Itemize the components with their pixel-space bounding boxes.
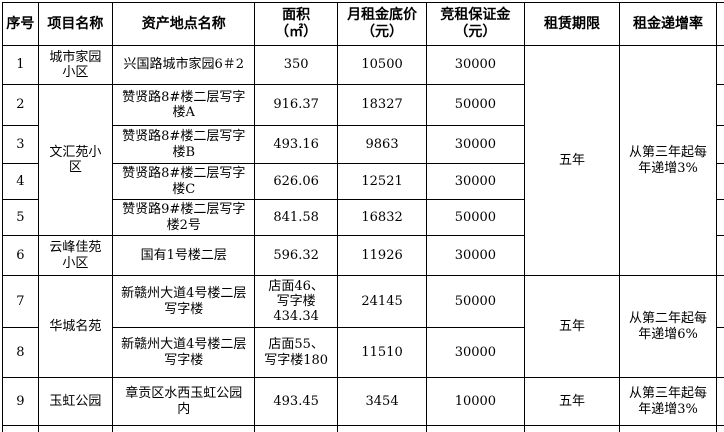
cell-index: 1 bbox=[2, 45, 39, 85]
table-header-row: 序号 项目名称 资产地点名称 面积 （㎡） 月租金底价 （元） 竞租保证金 （元… bbox=[2, 2, 724, 46]
cell-rent bbox=[336, 425, 428, 432]
table-row: 2 文汇苑小区 赞贤路8#楼二层写字楼A 916.37 18327 50000 bbox=[2, 84, 724, 236]
header-area: 面积 （㎡） bbox=[254, 2, 338, 46]
cell-location: 赞贤路8#楼二层写字楼C bbox=[112, 163, 256, 200]
cell-project: 城市家园小区 bbox=[37, 45, 114, 85]
cell-project: 华城名苑 bbox=[37, 275, 114, 378]
cell-index bbox=[2, 425, 39, 432]
cell-index: 6 bbox=[2, 235, 39, 276]
cell-rent: 10500 bbox=[336, 45, 428, 85]
cell-index: 5 bbox=[2, 199, 39, 236]
cell-increase bbox=[619, 425, 717, 432]
cell-area: 493.45 bbox=[254, 377, 338, 426]
cell-location: 国有1号楼二层 bbox=[112, 235, 256, 276]
cell-area: 841.58 bbox=[254, 199, 338, 236]
cell-project bbox=[37, 425, 114, 432]
cell-area: 店面55、 写字楼180 bbox=[254, 327, 338, 378]
cell-deposit: 30000 bbox=[426, 45, 525, 85]
table-row: 1 城市家园小区 兴国路城市家园6＃2 350 10500 30000 五年 从… bbox=[2, 45, 724, 276]
cell-location bbox=[112, 425, 256, 432]
header-bid-deposit: 竞租保证金 （元） bbox=[426, 2, 525, 46]
cell-location: 赞贤路8#楼二层写字楼A bbox=[112, 84, 256, 126]
cell-lease-term: 五年 bbox=[523, 377, 621, 426]
clipped-edge-cell bbox=[715, 275, 724, 328]
cell-location: 赞贤路9#楼二层写字楼2号 bbox=[112, 199, 256, 236]
cell-index: 4 bbox=[2, 163, 39, 200]
cell-rent: 12521 bbox=[336, 163, 428, 200]
cell-lease-term bbox=[523, 425, 621, 432]
clipped-edge-cell bbox=[715, 163, 724, 200]
cell-index: 9 bbox=[2, 377, 39, 426]
cell-area: 596.32 bbox=[254, 235, 338, 276]
cell-increase: 从第二年起每年递增6% bbox=[619, 275, 717, 378]
cell-increase: 从第三年起每年递增3% bbox=[619, 45, 717, 276]
cell-location: 兴国路城市家园6＃2 bbox=[112, 45, 256, 85]
clipped-edge-cell bbox=[715, 199, 724, 236]
cell-area: 350 bbox=[254, 45, 338, 85]
cell-index: 3 bbox=[2, 125, 39, 164]
clipped-edge-cell bbox=[715, 2, 724, 46]
header-asset-location: 资产地点名称 bbox=[112, 2, 256, 46]
cell-increase: 从第三年起每年递增3% bbox=[619, 377, 717, 426]
cell-index: 8 bbox=[2, 327, 39, 378]
cell-deposit: 50000 bbox=[426, 275, 525, 328]
header-index: 序号 bbox=[2, 2, 39, 46]
table-row: 6 云峰佳苑小区 国有1号楼二层 596.32 11926 30000 bbox=[2, 235, 724, 276]
cell-location: 赞贤路8#楼二层写字楼B bbox=[112, 125, 256, 164]
cell-deposit: 50000 bbox=[426, 84, 525, 126]
cell-location: 章贡区水西玉虹公园内 bbox=[112, 377, 256, 426]
cell-area: 493.16 bbox=[254, 125, 338, 164]
cell-area: 626.06 bbox=[254, 163, 338, 200]
cell-index: 2 bbox=[2, 84, 39, 126]
cell-area: 916.37 bbox=[254, 84, 338, 126]
cell-deposit: 50000 bbox=[426, 199, 525, 236]
table-row: 7 华城名苑 新赣州大道4号楼二层写字楼 店面46、 写字楼 434.34 24… bbox=[2, 275, 724, 378]
table-row-clipped bbox=[2, 425, 724, 432]
header-project-name: 项目名称 bbox=[37, 2, 114, 46]
cell-rent: 3454 bbox=[336, 377, 428, 426]
cell-rent: 18327 bbox=[336, 84, 428, 126]
cell-deposit: 30000 bbox=[426, 235, 525, 276]
cell-project: 文汇苑小区 bbox=[37, 84, 114, 236]
cell-deposit: 30000 bbox=[426, 163, 525, 200]
cell-rent: 16832 bbox=[336, 199, 428, 236]
cell-location: 新赣州大道4号楼二层写字楼 bbox=[112, 327, 256, 378]
clipped-edge-cell bbox=[715, 125, 724, 164]
table-row: 5 赞贤路9#楼二层写字楼2号 841.58 16832 50000 bbox=[2, 199, 724, 236]
cell-area bbox=[254, 425, 338, 432]
cell-lease-term: 五年 bbox=[523, 275, 621, 378]
clipped-edge-cell bbox=[715, 84, 724, 126]
cell-project: 云峰佳苑小区 bbox=[37, 235, 114, 276]
clipped-edge-cell bbox=[715, 45, 724, 85]
cell-rent: 9863 bbox=[336, 125, 428, 164]
cell-deposit: 30000 bbox=[426, 125, 525, 164]
header-monthly-rent-base: 月租金底价 （元） bbox=[336, 2, 428, 46]
cell-rent: 24145 bbox=[336, 275, 428, 328]
cell-deposit: 30000 bbox=[426, 327, 525, 378]
cell-index: 7 bbox=[2, 275, 39, 328]
clipped-edge-cell bbox=[715, 235, 724, 276]
clipped-edge-cell bbox=[715, 377, 724, 426]
header-lease-term: 租赁期限 bbox=[523, 2, 621, 46]
cell-project: 玉虹公园 bbox=[37, 377, 114, 426]
cell-deposit bbox=[426, 425, 525, 432]
table-row: 4 赞贤路8#楼二层写字楼C 626.06 12521 30000 bbox=[2, 163, 724, 200]
clipped-edge-cell bbox=[715, 425, 724, 432]
cell-deposit: 10000 bbox=[426, 377, 525, 426]
cell-location: 新赣州大道4号楼二层写字楼 bbox=[112, 275, 256, 328]
header-rent-increase-rate: 租金递增率 bbox=[619, 2, 717, 46]
cell-rent: 11926 bbox=[336, 235, 428, 276]
clipped-edge-cell bbox=[715, 327, 724, 378]
cell-lease-term: 五年 bbox=[523, 45, 621, 276]
cell-area: 店面46、 写字楼 434.34 bbox=[254, 275, 338, 328]
table-row: 9 玉虹公园 章贡区水西玉虹公园内 493.45 3454 10000 五年 从… bbox=[2, 377, 724, 426]
cell-rent: 11510 bbox=[336, 327, 428, 378]
